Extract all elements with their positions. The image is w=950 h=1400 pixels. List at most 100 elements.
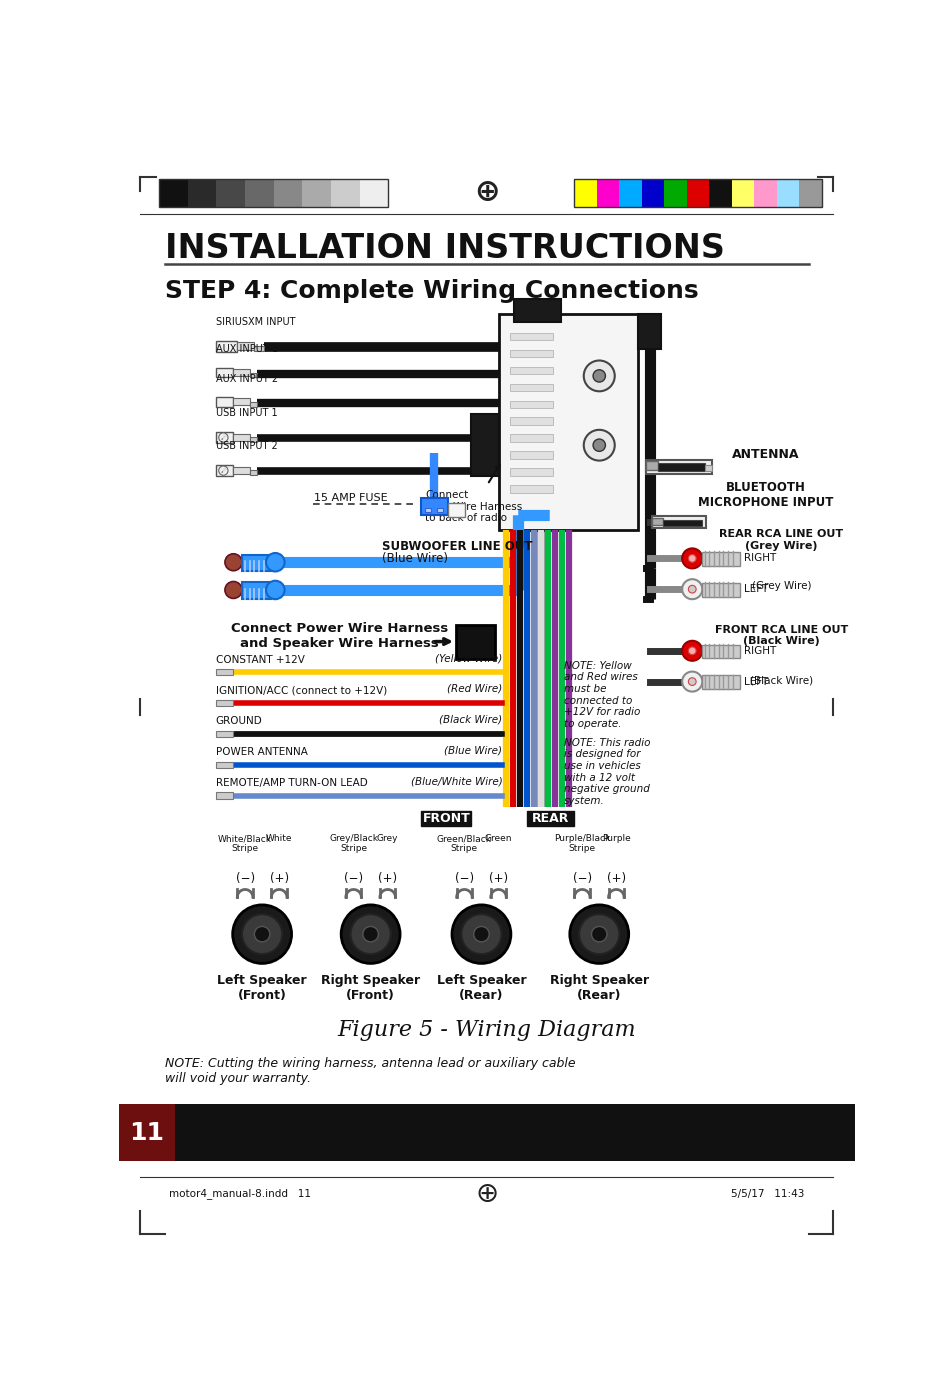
Bar [510,417,553,426]
Bar [216,465,233,476]
Bar [575,179,597,206]
Bar [119,1103,855,1162]
Circle shape [682,580,702,599]
Bar [188,179,217,206]
Text: Left Speaker
(Front): Left Speaker (Front) [218,974,307,1002]
Bar [238,342,255,350]
Bar [216,368,233,378]
Bar [216,700,233,706]
Bar [216,792,233,798]
Bar [663,519,701,526]
Circle shape [682,549,702,568]
Text: Green/Black
Stripe: Green/Black Stripe [437,834,492,854]
Bar [575,179,822,206]
Text: (Blue Wire): (Blue Wire) [445,746,503,756]
Bar [652,517,706,528]
Bar [448,503,466,517]
Circle shape [233,904,292,963]
Circle shape [225,581,242,598]
Bar [233,434,250,441]
Text: ⊕: ⊕ [475,1180,499,1208]
Text: 15 AMP FUSE: 15 AMP FUSE [314,493,388,503]
Bar [233,466,250,475]
Text: BLUETOOTH
MICROPHONE INPUT: BLUETOOTH MICROPHONE INPUT [698,482,833,510]
Text: (Red Wire): (Red Wire) [447,685,503,694]
Text: FRONT RCA LINE OUT
(Black Wire): FRONT RCA LINE OUT (Black Wire) [714,624,848,647]
Text: ⊕: ⊕ [474,178,500,207]
Text: CONSTANT +12V: CONSTANT +12V [216,655,305,665]
Bar [216,762,233,767]
Text: (Blue/White Wire): (Blue/White Wire) [410,777,503,787]
Bar [705,465,712,472]
Bar [510,367,553,374]
Text: (−): (−) [573,872,592,885]
Circle shape [580,914,619,955]
Circle shape [266,581,285,599]
Text: (−): (−) [344,872,363,885]
Bar [159,179,389,206]
Text: IGNITION/ACC (connect to +12V): IGNITION/ACC (connect to +12V) [216,686,387,696]
Bar [664,179,687,206]
Text: NOTE: Yellow
and Red wires
must be
connected to
+12V for radio
to operate.: NOTE: Yellow and Red wires must be conne… [564,661,640,729]
Bar [421,811,471,826]
Circle shape [218,466,228,475]
Bar [658,463,705,470]
Bar [216,433,233,442]
Text: REAR: REAR [532,812,569,825]
Bar [777,179,799,206]
Bar [274,179,302,206]
Bar [702,675,739,689]
Bar [216,669,233,675]
Text: (−): (−) [236,872,255,885]
Text: ☄: ☄ [220,468,226,473]
Bar [510,434,553,442]
Circle shape [255,927,270,942]
Text: (Black Wire): (Black Wire) [439,715,503,725]
Text: REMOTE/AMP TURN-ON LEAD: REMOTE/AMP TURN-ON LEAD [216,778,368,788]
Bar [242,554,272,571]
Circle shape [682,672,702,692]
Bar [619,179,642,206]
Text: USB INPUT 1: USB INPUT 1 [216,409,277,419]
Bar [642,179,664,206]
Circle shape [592,927,607,942]
Text: USB INPUT 2: USB INPUT 2 [216,441,277,451]
Bar [250,402,257,406]
Bar [702,552,739,566]
Circle shape [593,440,605,451]
Text: Green: Green [484,834,512,843]
Text: Connect
Main Wire Harness
to back of radio: Connect Main Wire Harness to back of rad… [425,465,523,524]
Circle shape [341,904,400,963]
Bar [527,811,574,826]
Text: (−): (−) [455,872,474,885]
Circle shape [452,904,511,963]
Circle shape [689,585,696,594]
Text: POWER ANTENNA: POWER ANTENNA [216,748,308,757]
Text: LEFT: LEFT [744,676,769,686]
Bar [436,508,443,512]
Text: (Yellow Wire): (Yellow Wire) [435,654,503,664]
Circle shape [266,553,285,571]
Bar [510,486,553,493]
Text: 5/5/17   11:43: 5/5/17 11:43 [732,1189,805,1198]
Bar [255,346,264,351]
Text: RIGHT: RIGHT [744,645,776,655]
Bar [233,398,250,405]
Bar [425,508,431,512]
Text: INSTALLATION INSTRUCTIONS: INSTALLATION INSTRUCTIONS [165,232,725,266]
Bar [597,179,619,206]
Circle shape [682,641,702,661]
Text: (+): (+) [378,872,397,885]
Circle shape [689,647,696,655]
Bar [233,370,250,377]
Text: ANTENNA: ANTENNA [732,448,800,461]
Text: Figure 5 - Wiring Diagram: Figure 5 - Wiring Diagram [337,1019,636,1042]
Text: Purple: Purple [602,834,631,843]
Circle shape [689,678,696,686]
Bar [245,179,274,206]
Text: Grey/Black
Stripe: Grey/Black Stripe [329,834,378,854]
Bar [510,400,553,409]
Text: Left Speaker
(Rear): Left Speaker (Rear) [437,974,526,1002]
Bar [302,179,332,206]
Text: SIRIUSXM INPUT: SIRIUSXM INPUT [216,318,295,328]
